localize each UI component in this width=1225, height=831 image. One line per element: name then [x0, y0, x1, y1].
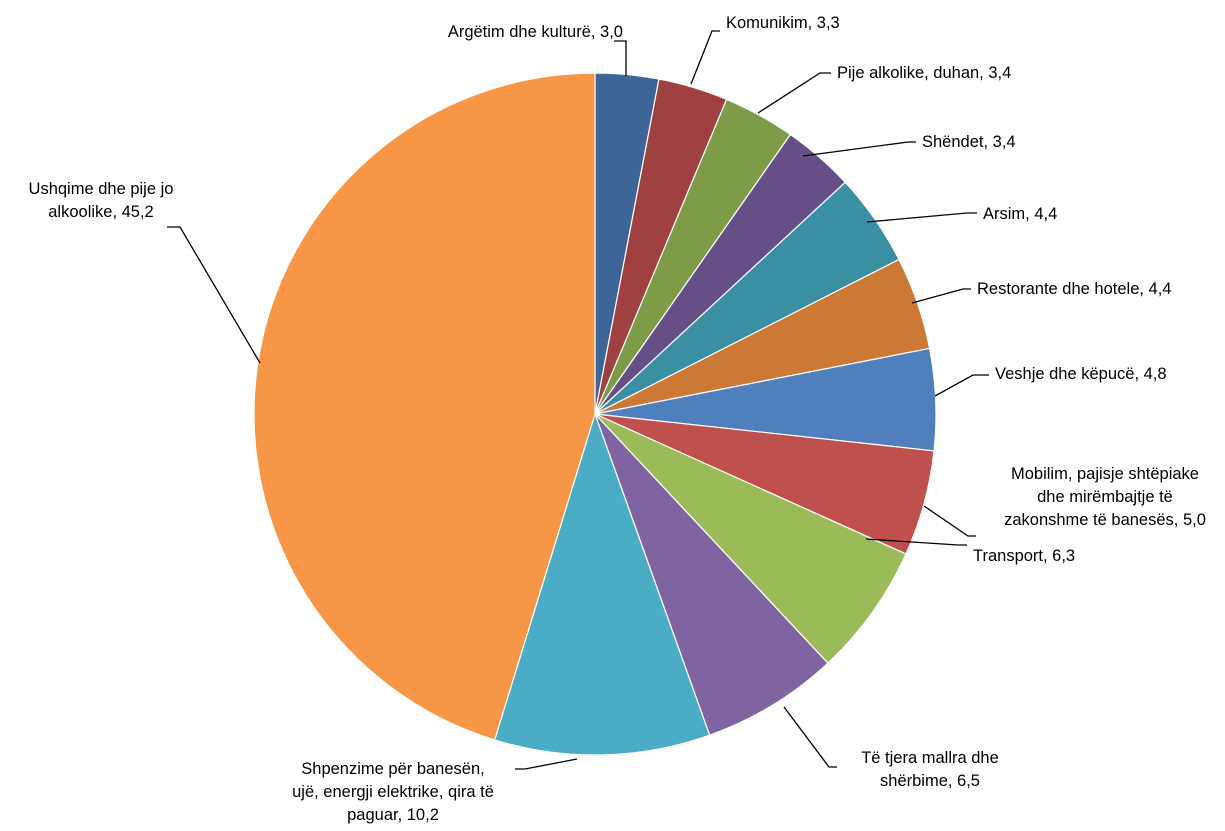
- slice-label-line: Transport, 6,3: [973, 547, 1075, 565]
- leader-line: [783, 706, 837, 768]
- slice-label-line: Mobilim, pajisje shtëpiake: [1011, 465, 1199, 483]
- slice-label-line: Arsim, 4,4: [983, 205, 1057, 223]
- leader-line: [614, 40, 627, 76]
- pie-slice: [493, 412, 711, 756]
- slice-label: Transport, 6,3: [973, 547, 1075, 565]
- slice-label: Restorante dhe hotele, 4,4: [977, 280, 1171, 298]
- leader-line: [515, 758, 578, 770]
- slice-label-line: Shpenzime për banesën,: [301, 760, 484, 778]
- slice-label: Pije alkolike, duhan, 3,4: [837, 64, 1011, 82]
- slice-label-line: alkoolike, 45,2: [48, 203, 154, 221]
- slice-label-line: Pije alkolike, duhan, 3,4: [837, 64, 1011, 82]
- leader-line: [757, 72, 831, 114]
- leader-line: [923, 505, 976, 537]
- slice-label-line: Komunikim, 3,3: [726, 14, 840, 32]
- slice-label-line: dhe mirëmbajtje të: [1037, 488, 1173, 506]
- slice-label: Komunikim, 3,3: [726, 14, 840, 32]
- pie-slice: [253, 72, 596, 741]
- pie-slice: [594, 413, 829, 736]
- leader-line: [802, 141, 916, 157]
- slice-label-line: Ushqime dhe pije jo: [29, 180, 174, 198]
- slice-label: Mobilim, pajisje shtëpiake dhe mirëmbajtj…: [1004, 465, 1206, 529]
- slice-label-line: Shëndet, 3,4: [922, 133, 1016, 151]
- slice-label-line: ujë, energji elektrike, qira të: [292, 783, 494, 801]
- slice-label: Ushqime dhe pije jo alkoolike, 45,2: [29, 180, 174, 221]
- pie-slices: [253, 72, 937, 756]
- slice-label: Veshje dhe këpucë, 4,8: [995, 365, 1167, 383]
- leader-lines: [167, 30, 989, 770]
- leader-line: [865, 538, 967, 546]
- slice-label-line: Restorante dhe hotele, 4,4: [977, 280, 1171, 298]
- leader-line: [167, 226, 261, 364]
- leader-line: [934, 374, 989, 397]
- slice-label: Arsim, 4,4: [983, 205, 1057, 223]
- slice-label-line: Veshje dhe këpucë, 4,8: [995, 365, 1167, 383]
- slice-label-line: Argëtim dhe kulturë, 3,0: [448, 23, 623, 41]
- slice-label: Argëtim dhe kulturë, 3,0: [448, 23, 623, 41]
- leader-line: [911, 288, 971, 304]
- slice-label-line: Të tjera mallra dhe: [861, 749, 999, 767]
- slice-label-line: shërbime, 6,5: [880, 772, 980, 790]
- pie-slice: [594, 413, 907, 664]
- leader-line: [866, 212, 977, 223]
- slice-label-line: paguar, 10,2: [347, 806, 439, 824]
- slice-label: Shëndet, 3,4: [922, 133, 1016, 151]
- leader-line: [690, 30, 720, 85]
- slice-label: Të tjera mallra dhe shërbime, 6,5: [861, 749, 999, 790]
- slice-labels: Argëtim dhe kulturë, 3,0 Komunikim, 3,3 Pi…: [29, 14, 1206, 824]
- slice-label: Shpenzime për banesën, ujë, energji elekt…: [292, 760, 494, 824]
- slice-label-line: zakonshme të banesës, 5,0: [1004, 511, 1206, 529]
